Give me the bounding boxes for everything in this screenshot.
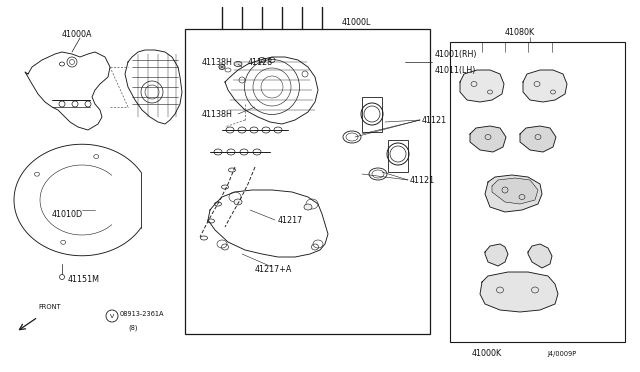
Ellipse shape bbox=[234, 61, 242, 67]
Text: 41138H: 41138H bbox=[202, 109, 233, 119]
Polygon shape bbox=[492, 178, 538, 204]
Text: 41001(RH): 41001(RH) bbox=[435, 49, 477, 58]
Polygon shape bbox=[485, 175, 542, 212]
Text: 41138H: 41138H bbox=[202, 58, 233, 67]
Polygon shape bbox=[520, 126, 556, 152]
Polygon shape bbox=[460, 70, 504, 102]
Text: 41128: 41128 bbox=[248, 58, 273, 67]
Text: 41080K: 41080K bbox=[505, 28, 535, 36]
Polygon shape bbox=[470, 126, 506, 152]
Bar bbox=[388, 140, 408, 172]
Bar bbox=[185, 29, 430, 334]
Text: 41217+A: 41217+A bbox=[255, 266, 292, 275]
Text: 08913-2361A: 08913-2361A bbox=[120, 311, 164, 317]
Text: FRONT: FRONT bbox=[38, 304, 61, 310]
Text: 41011(LH): 41011(LH) bbox=[435, 65, 476, 74]
Ellipse shape bbox=[304, 204, 312, 210]
Text: J4/0009P: J4/0009P bbox=[547, 351, 577, 357]
Polygon shape bbox=[480, 272, 558, 312]
Text: (8): (8) bbox=[128, 325, 138, 331]
Text: 41000K: 41000K bbox=[472, 350, 502, 359]
Text: 41121: 41121 bbox=[422, 115, 447, 125]
Polygon shape bbox=[523, 70, 567, 102]
Bar bbox=[450, 42, 625, 342]
Text: 41121: 41121 bbox=[410, 176, 435, 185]
Text: 41000A: 41000A bbox=[62, 29, 93, 38]
Bar bbox=[362, 97, 382, 132]
Polygon shape bbox=[485, 244, 508, 266]
Polygon shape bbox=[528, 244, 552, 268]
Text: V: V bbox=[110, 314, 114, 318]
Ellipse shape bbox=[234, 199, 242, 205]
Text: 41000L: 41000L bbox=[342, 17, 371, 26]
Text: 41217: 41217 bbox=[278, 215, 303, 224]
Text: 41010D: 41010D bbox=[52, 209, 83, 218]
Text: 41151M: 41151M bbox=[68, 276, 100, 285]
